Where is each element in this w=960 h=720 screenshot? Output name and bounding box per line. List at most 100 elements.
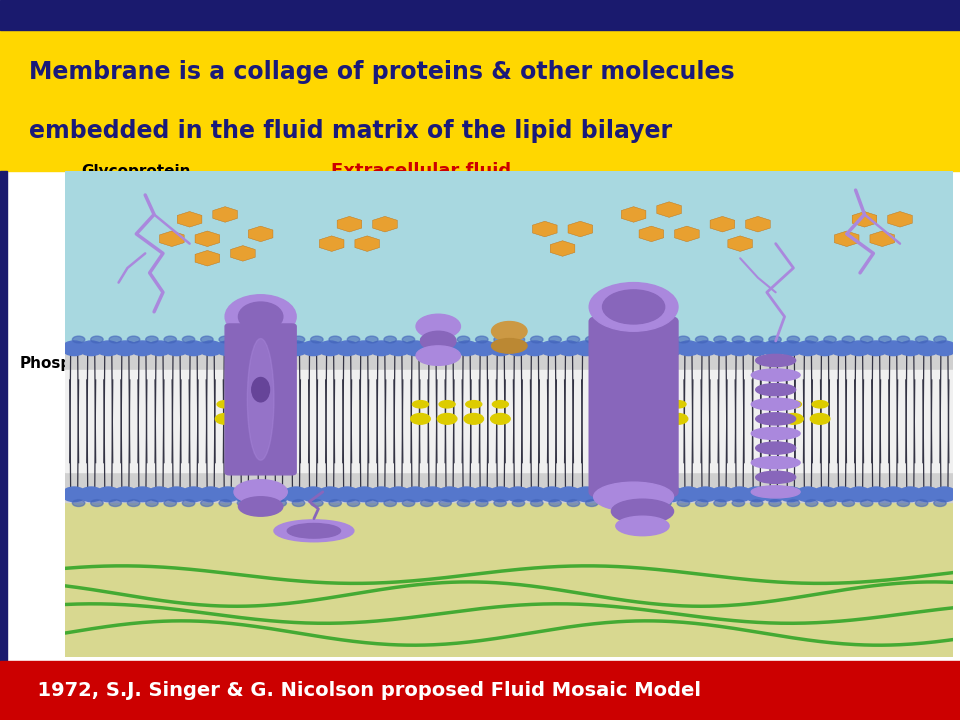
Ellipse shape	[668, 413, 687, 424]
Text: Glycolipid: Glycolipid	[614, 216, 698, 230]
Ellipse shape	[916, 336, 928, 343]
Ellipse shape	[513, 336, 525, 343]
Ellipse shape	[796, 487, 820, 502]
Ellipse shape	[238, 302, 283, 331]
Polygon shape	[533, 221, 557, 237]
Ellipse shape	[292, 336, 304, 343]
Polygon shape	[213, 207, 237, 222]
Ellipse shape	[677, 336, 689, 343]
Ellipse shape	[616, 516, 669, 536]
Ellipse shape	[234, 480, 287, 504]
Ellipse shape	[622, 500, 635, 506]
Ellipse shape	[219, 500, 231, 506]
Bar	[65, 341, 953, 502]
Ellipse shape	[182, 500, 195, 506]
Ellipse shape	[164, 341, 188, 356]
Ellipse shape	[199, 341, 223, 356]
Text: Filaments of
cytoskeleton: Filaments of cytoskeleton	[672, 526, 782, 557]
Ellipse shape	[438, 413, 457, 424]
Ellipse shape	[348, 336, 360, 343]
Ellipse shape	[420, 331, 456, 351]
Ellipse shape	[96, 341, 120, 356]
Ellipse shape	[643, 400, 660, 408]
Ellipse shape	[201, 336, 213, 343]
Ellipse shape	[787, 500, 800, 506]
Ellipse shape	[148, 487, 172, 502]
Ellipse shape	[616, 400, 633, 408]
FancyBboxPatch shape	[225, 324, 296, 475]
Ellipse shape	[72, 500, 84, 506]
Ellipse shape	[810, 413, 829, 424]
Ellipse shape	[878, 500, 891, 506]
Bar	[65, 502, 953, 657]
Ellipse shape	[271, 400, 286, 408]
Ellipse shape	[131, 487, 155, 502]
Ellipse shape	[881, 487, 905, 502]
Ellipse shape	[567, 500, 580, 506]
Text: Extracellular fluid: Extracellular fluid	[331, 163, 512, 180]
Ellipse shape	[574, 487, 598, 502]
Ellipse shape	[710, 341, 734, 356]
Ellipse shape	[531, 336, 543, 343]
Polygon shape	[870, 231, 895, 246]
Ellipse shape	[267, 487, 291, 502]
Ellipse shape	[783, 413, 804, 424]
Ellipse shape	[318, 487, 342, 502]
Ellipse shape	[506, 487, 530, 502]
Ellipse shape	[824, 336, 836, 343]
Ellipse shape	[464, 413, 484, 424]
Ellipse shape	[615, 413, 635, 424]
Ellipse shape	[439, 400, 455, 408]
Ellipse shape	[164, 500, 177, 506]
Polygon shape	[568, 221, 592, 237]
Ellipse shape	[899, 487, 923, 502]
Ellipse shape	[471, 487, 495, 502]
Ellipse shape	[244, 400, 260, 408]
Ellipse shape	[329, 500, 342, 506]
Ellipse shape	[586, 336, 598, 343]
Ellipse shape	[287, 523, 341, 538]
Ellipse shape	[403, 487, 427, 502]
Text: embedded in the fluid matrix of the lipid bilayer: embedded in the fluid matrix of the lipi…	[29, 120, 672, 143]
Ellipse shape	[864, 341, 888, 356]
Ellipse shape	[216, 341, 240, 356]
Ellipse shape	[238, 497, 283, 516]
Ellipse shape	[625, 487, 649, 502]
Polygon shape	[355, 236, 379, 251]
Ellipse shape	[642, 487, 666, 502]
Ellipse shape	[751, 500, 763, 506]
Ellipse shape	[274, 336, 286, 343]
Ellipse shape	[728, 487, 752, 502]
Polygon shape	[888, 212, 912, 227]
Polygon shape	[710, 217, 734, 232]
Ellipse shape	[612, 499, 674, 523]
Ellipse shape	[252, 377, 270, 402]
Bar	[0, 661, 960, 720]
Ellipse shape	[604, 500, 616, 506]
Ellipse shape	[842, 336, 854, 343]
Ellipse shape	[787, 336, 800, 343]
Ellipse shape	[677, 487, 701, 502]
Ellipse shape	[660, 487, 684, 502]
Ellipse shape	[830, 487, 854, 502]
Ellipse shape	[311, 336, 324, 343]
Ellipse shape	[301, 487, 325, 502]
Ellipse shape	[439, 500, 451, 506]
Ellipse shape	[109, 500, 122, 506]
Polygon shape	[675, 226, 699, 242]
Bar	[0, 171, 7, 661]
Ellipse shape	[932, 341, 956, 356]
Polygon shape	[834, 231, 859, 246]
Ellipse shape	[670, 400, 686, 408]
Bar	[0, 30, 960, 171]
Bar	[65, 370, 953, 472]
Ellipse shape	[233, 487, 256, 502]
Polygon shape	[195, 231, 220, 246]
Ellipse shape	[659, 336, 671, 343]
Ellipse shape	[164, 487, 188, 502]
Ellipse shape	[164, 336, 177, 343]
Ellipse shape	[491, 413, 510, 424]
Ellipse shape	[335, 487, 359, 502]
Ellipse shape	[523, 487, 547, 502]
Ellipse shape	[549, 336, 562, 343]
